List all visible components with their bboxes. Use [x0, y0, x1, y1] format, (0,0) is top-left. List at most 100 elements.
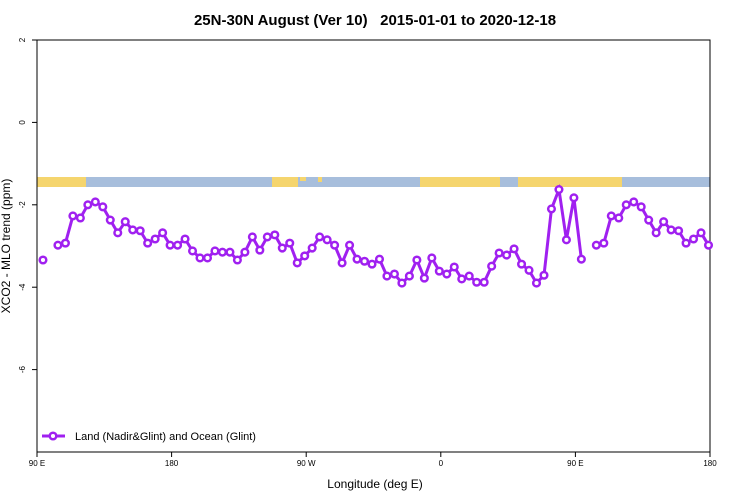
data-point — [255, 245, 265, 255]
data-point — [457, 274, 467, 284]
data-point — [285, 238, 295, 248]
data-point — [651, 228, 661, 238]
data-point — [247, 232, 257, 242]
x-tick-label: 90 W — [297, 459, 316, 468]
data-point — [53, 240, 63, 250]
legend-label: Land (Nadir&Glint) and Ocean (Glint) — [75, 431, 256, 443]
data-point — [225, 247, 235, 257]
data-point — [210, 246, 220, 256]
x-tick-label: 90 E — [567, 459, 583, 468]
data-point — [195, 253, 205, 263]
data-point — [427, 253, 437, 263]
data-point — [128, 225, 138, 235]
data-point — [150, 234, 160, 244]
plot-frame — [36, 39, 711, 453]
data-point — [217, 247, 227, 257]
data-point — [307, 243, 317, 253]
data-point — [636, 202, 646, 212]
data-point — [173, 240, 183, 250]
data-point — [404, 271, 414, 281]
data-point — [688, 234, 699, 244]
data-point — [524, 265, 534, 275]
data-point — [614, 213, 624, 223]
data-point — [98, 202, 108, 212]
data-point — [158, 228, 168, 238]
data-point — [337, 258, 347, 268]
data-point — [517, 259, 527, 269]
data-point — [202, 253, 213, 263]
data-point — [113, 228, 123, 238]
data-point — [187, 246, 198, 256]
data-point — [240, 247, 250, 257]
data-point — [629, 197, 639, 207]
y-tick-label: 0 — [18, 120, 27, 125]
data-point — [412, 255, 422, 265]
data-point — [83, 200, 93, 210]
data-point — [442, 269, 452, 279]
data-point — [666, 225, 676, 235]
land-ocean-strip — [37, 177, 710, 187]
data-point — [374, 254, 385, 264]
data-point — [644, 215, 654, 225]
data-point — [539, 270, 549, 280]
data-point — [105, 215, 115, 225]
data-point — [674, 226, 684, 236]
data-point — [681, 238, 691, 248]
data-point — [546, 204, 557, 214]
data-point — [90, 197, 100, 207]
data-point — [68, 211, 78, 221]
data-point — [315, 232, 325, 242]
data-point — [120, 217, 130, 227]
y-tick-label: 2 — [18, 37, 27, 42]
y-tick-label: -6 — [18, 365, 27, 373]
data-point — [472, 277, 482, 287]
data-point — [569, 193, 579, 203]
data-point — [38, 255, 48, 265]
data-point — [75, 213, 85, 223]
x-axis-label: Longitude (deg E) — [327, 477, 422, 491]
data-point — [367, 259, 377, 269]
data-point — [479, 277, 489, 287]
data-point — [502, 250, 512, 260]
data-point — [494, 248, 504, 258]
data-point — [591, 240, 601, 250]
data-point — [606, 211, 616, 221]
data-point — [531, 278, 542, 288]
data-point — [576, 254, 586, 264]
data-point — [270, 230, 280, 240]
data-point — [703, 240, 714, 250]
data-point — [382, 271, 392, 281]
data-point — [434, 266, 444, 276]
y-tick-label: -4 — [18, 283, 27, 291]
data-point — [232, 255, 242, 265]
data-point — [180, 234, 190, 244]
legend-marker — [48, 431, 58, 441]
data-point — [262, 232, 272, 242]
x-tick-label: 0 — [439, 459, 444, 468]
data-point — [509, 244, 519, 254]
x-tick-label: 180 — [703, 459, 717, 468]
data-point — [487, 261, 497, 271]
data-point — [300, 251, 310, 261]
data-point — [143, 238, 153, 248]
data-point — [389, 269, 399, 279]
data-point — [554, 185, 564, 195]
data-point — [292, 258, 302, 268]
data-point — [621, 200, 631, 210]
x-tick-label: 90 E — [29, 459, 45, 468]
data-point — [359, 256, 370, 266]
data-point — [397, 278, 407, 288]
data-point — [345, 240, 355, 250]
x-tick-label: 180 — [165, 459, 179, 468]
data-point — [599, 238, 609, 248]
data-point — [419, 273, 429, 283]
data-point — [60, 238, 70, 248]
y-axis-label: XCO2 - MLO trend (ppm) — [0, 179, 13, 314]
chart-title: 25N-30N August (Ver 10) 2015-01-01 to 20… — [194, 12, 556, 29]
data-point — [135, 226, 145, 236]
data-point — [165, 240, 175, 250]
data-point — [449, 262, 459, 272]
data-point — [322, 235, 332, 245]
data-point — [464, 271, 474, 281]
y-tick-label: -2 — [18, 201, 27, 209]
